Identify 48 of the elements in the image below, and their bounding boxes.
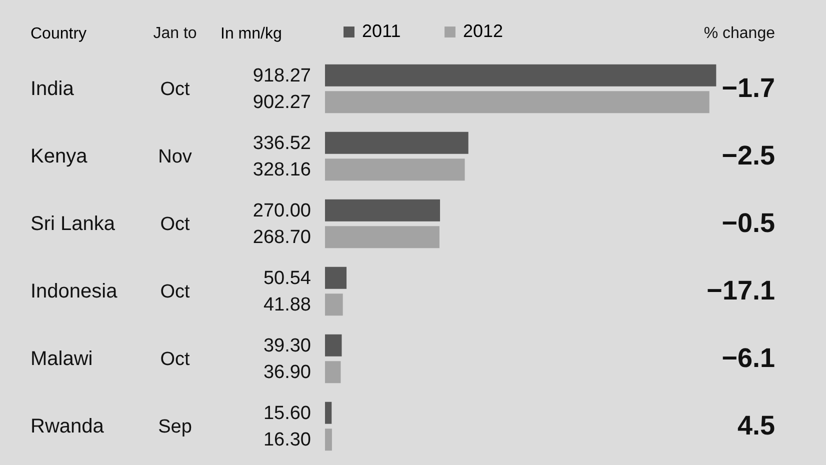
bar (325, 361, 341, 384)
y-tick-label: Malawi (30, 348, 93, 370)
text: −0.5 (722, 208, 775, 238)
y-tick-label: Indonesia (30, 280, 118, 302)
text: Sep (158, 416, 192, 438)
text: −1.7 (722, 72, 775, 103)
legend-label: 2011 (362, 21, 401, 41)
bar (325, 199, 440, 222)
text: Nov (158, 146, 192, 168)
data-label: 918.27 (252, 65, 311, 86)
x-axis-title: In mn/kg (220, 26, 282, 42)
bar (325, 91, 710, 114)
text: 4.5 (737, 410, 775, 440)
bar (325, 158, 465, 181)
text: Oct (160, 348, 190, 370)
bar (325, 402, 332, 424)
text: Jan to (153, 25, 197, 42)
data-label: 36.90 (263, 362, 311, 384)
y-axis-title: Country (30, 26, 87, 42)
text: Oct (160, 281, 190, 302)
data-label: 268.70 (252, 227, 311, 248)
bar (325, 428, 332, 451)
bar (325, 294, 343, 316)
bar (325, 132, 468, 154)
data-label: 39.30 (263, 335, 311, 356)
bar (325, 64, 716, 86)
data-label: 50.54 (263, 268, 312, 289)
data-label: 41.88 (263, 294, 311, 316)
data-label: 902.27 (252, 92, 311, 114)
y-tick-label: India (30, 78, 75, 100)
bar (325, 226, 440, 248)
text: −2.5 (722, 140, 775, 170)
y-tick-label: Sri Lanka (30, 212, 116, 235)
data-label: 328.16 (252, 160, 311, 181)
text: Oct (160, 78, 190, 100)
bar (325, 266, 347, 289)
data-label: 15.60 (263, 402, 311, 424)
annotation: −17.1 (706, 275, 775, 306)
text: % change (704, 25, 776, 42)
bar (325, 334, 342, 356)
data-label: 16.30 (263, 430, 311, 451)
text: −6.1 (722, 342, 775, 373)
text: Oct (160, 214, 190, 235)
data-label: 270.00 (252, 200, 311, 222)
y-tick-label: Kenya (30, 145, 88, 168)
y-tick-label: Rwanda (30, 415, 105, 438)
data-label: 336.52 (252, 132, 311, 154)
legend-label: 2012 (463, 21, 504, 41)
